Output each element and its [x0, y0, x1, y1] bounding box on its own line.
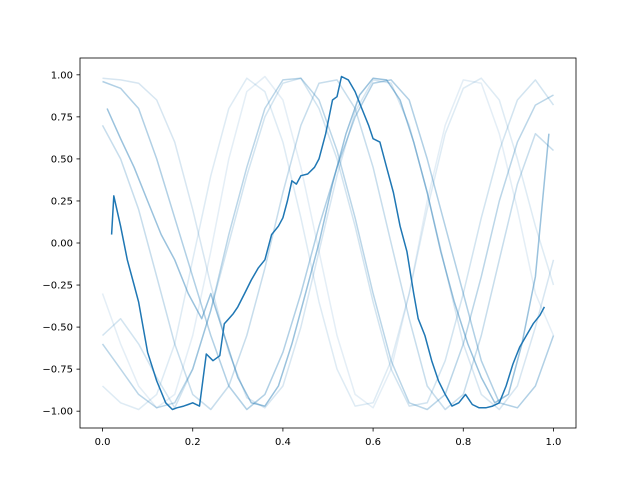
x-tick-label: 0.0: [95, 437, 111, 448]
x-tick-label: 1.0: [546, 437, 562, 448]
y-axis: −1.00 −0.75 −0.50 −0.25 0.00 0.25 0.50 0.75 1.00: [42, 70, 80, 418]
series-line-6: [102, 77, 555, 411]
series-line-1: [106, 77, 550, 407]
series-line-2: [102, 79, 555, 411]
series-layer: [101, 75, 555, 411]
y-tick-label: −0.75: [42, 365, 73, 376]
x-tick-label: 0.6: [365, 437, 381, 448]
y-tick-label: 0.25: [51, 196, 73, 207]
series-line-0: [110, 75, 546, 411]
series-line-8: [101, 75, 555, 409]
y-tick-label: 1.00: [51, 70, 73, 81]
x-tick-label: 0.4: [275, 437, 291, 448]
y-tick-label: 0.00: [51, 239, 73, 250]
y-tick-label: −0.50: [42, 323, 73, 334]
series-line-7: [101, 77, 555, 411]
y-tick-label: −1.00: [42, 407, 73, 418]
series-line-4: [101, 79, 555, 411]
y-tick-label: 0.75: [51, 112, 73, 123]
plot-frame: [79, 57, 577, 429]
x-tick-label: 0.2: [185, 437, 201, 448]
x-axis: 0.0 0.2 0.4 0.6 0.8 1.0: [95, 428, 562, 448]
y-tick-label: −0.25: [42, 281, 73, 292]
x-tick-label: 0.8: [455, 437, 471, 448]
series-line-5: [101, 77, 555, 409]
y-tick-label: 0.50: [51, 154, 73, 165]
